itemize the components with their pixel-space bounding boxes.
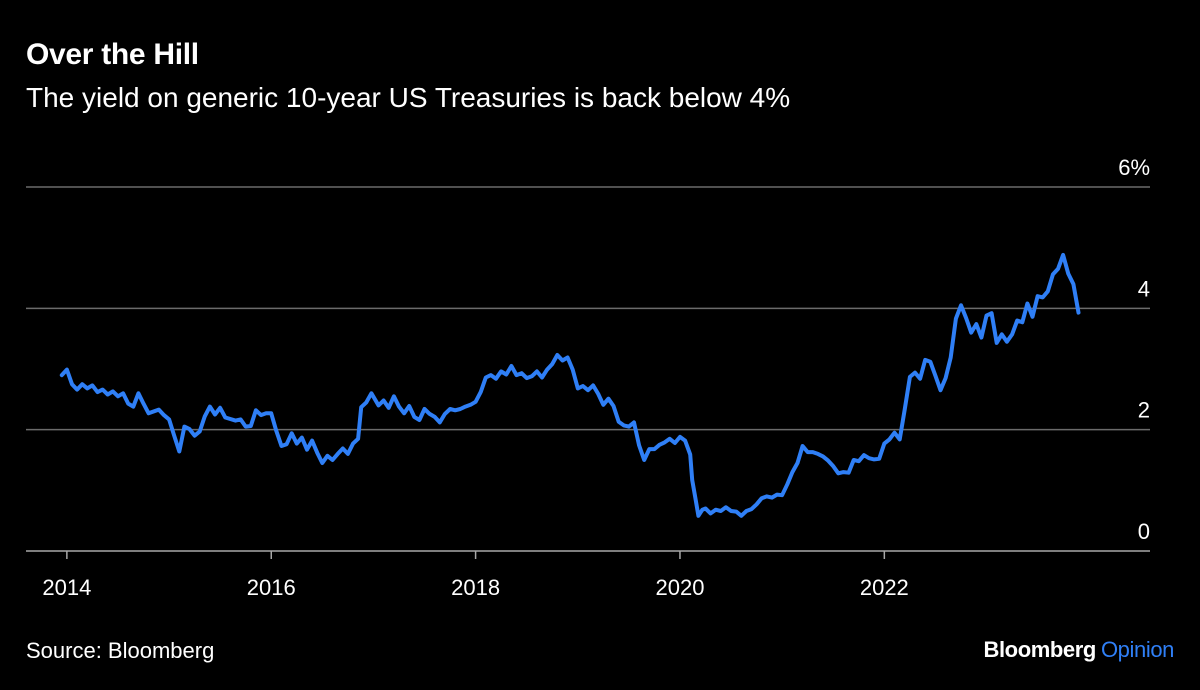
y-tick-label: 2 xyxy=(1138,398,1150,423)
series-layer xyxy=(59,252,1081,518)
x-tick-label: 2018 xyxy=(451,575,500,600)
x-tick-label: 2022 xyxy=(860,575,909,600)
y-tick-label: 0 xyxy=(1138,519,1150,544)
y-tick-label: 6% xyxy=(1118,155,1150,180)
brand-main-text: Bloomberg xyxy=(983,637,1096,662)
tick-label-layer: 0 2 4 6% 2014 2016 2018 2020 2022 xyxy=(42,155,1150,600)
x-tick-label: 2016 xyxy=(247,575,296,600)
y-tick-label: 4 xyxy=(1138,276,1150,301)
brand-sub-text: Opinion xyxy=(1100,637,1174,662)
x-tick-label: 2014 xyxy=(42,575,91,600)
grid-layer xyxy=(26,186,1150,559)
source-note: Source: Bloomberg xyxy=(26,638,215,663)
yield-series-line xyxy=(59,252,1081,518)
x-tick-label: 2020 xyxy=(655,575,704,600)
chart-title: Over the Hill xyxy=(26,38,199,71)
chart-subtitle: The yield on generic 10-year US Treasuri… xyxy=(26,82,791,113)
brand-logo: Bloomberg Opinion xyxy=(983,637,1174,663)
